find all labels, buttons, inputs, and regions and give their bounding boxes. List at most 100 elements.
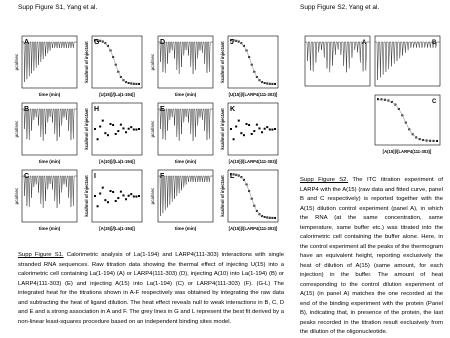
panel-frame xyxy=(21,169,78,223)
fit-line xyxy=(230,173,276,219)
data-point xyxy=(122,127,125,130)
data-point xyxy=(274,128,276,130)
data-point xyxy=(130,193,133,196)
axis-label: [A(10)]/[La(1-194)] xyxy=(99,159,135,164)
thermogram xyxy=(158,175,213,217)
panel-letter: B xyxy=(432,40,437,46)
panel-letter: G xyxy=(94,39,100,46)
data-point xyxy=(99,125,102,128)
panel-frame xyxy=(374,94,441,146)
data-point xyxy=(117,197,120,200)
panel-frame xyxy=(227,35,279,89)
data-point xyxy=(104,132,107,135)
thermogram xyxy=(158,108,213,141)
axis-label: [U(15)]/[La(1-194)] xyxy=(99,92,135,97)
data-point xyxy=(106,201,109,204)
data-point xyxy=(245,123,248,126)
axis-label: [A(15)]/[LARP4(111-303)] xyxy=(383,149,432,154)
data-point xyxy=(127,127,130,130)
panel-letter: K xyxy=(230,106,235,113)
axis-label: kcal/mol of injectant xyxy=(220,175,225,217)
data-point xyxy=(114,133,117,136)
header: Supp Figure S2, Yang et al. xyxy=(300,4,380,11)
panel-frame xyxy=(227,102,279,156)
caption: Supp Figure S1. Calorimetric analysis of… xyxy=(18,251,284,327)
panel-frame xyxy=(157,35,214,89)
axis-label: kcal/mol of injectant xyxy=(84,108,89,150)
thermogram xyxy=(158,41,213,74)
axis-label: kcal/mol of injectant xyxy=(220,41,225,83)
fit-line xyxy=(377,98,438,142)
axis-label: µcal/sec xyxy=(150,53,155,70)
data-point xyxy=(253,130,256,133)
data-point xyxy=(255,123,258,126)
axis-label: time (min) xyxy=(39,159,61,164)
data-point xyxy=(94,195,96,197)
data-point xyxy=(138,195,140,197)
axis-label: kcal/mol of injectant xyxy=(220,108,225,150)
panel-frame xyxy=(157,102,214,156)
data-point xyxy=(127,194,130,197)
thermogram xyxy=(375,41,440,81)
data-point xyxy=(130,126,133,129)
panel-letter: C xyxy=(432,99,437,105)
axis-label: time (min) xyxy=(39,92,61,97)
data-point xyxy=(101,119,104,122)
thermogram xyxy=(22,41,77,83)
caption-label: Supp Figure S1. xyxy=(18,252,64,258)
axis-label: kcal/mol of injectant xyxy=(84,175,89,217)
axis-label: time (min) xyxy=(175,92,197,97)
data-point xyxy=(101,186,104,189)
data-point xyxy=(232,138,235,141)
data-point xyxy=(248,124,251,127)
panel-letter: H xyxy=(94,106,99,113)
thermogram xyxy=(22,108,77,141)
data-point xyxy=(106,134,109,137)
axis-label: [A(15)]/[La(1-194)] xyxy=(99,226,135,231)
panel-frame xyxy=(91,102,143,156)
data-point xyxy=(125,198,128,201)
axis-label: kcal/mol of injectant xyxy=(84,41,89,83)
panel-frame xyxy=(227,169,279,223)
data-point xyxy=(109,190,112,193)
axis-label: [A(15)]/[LARP4(111-303)] xyxy=(229,226,278,231)
axis-label: µcal/sec xyxy=(14,187,19,204)
axis-label: [U(15)]/[LARP4(111-303)] xyxy=(229,92,278,97)
data-point xyxy=(122,194,125,197)
panel-frame xyxy=(91,35,143,89)
panel-frame xyxy=(157,169,214,223)
data-point xyxy=(237,119,240,122)
data-point xyxy=(271,128,274,131)
fit-line xyxy=(230,39,276,85)
data-point xyxy=(112,124,115,127)
caption-text: The ITC titration experiment of LARP4 wi… xyxy=(300,177,443,335)
data-point xyxy=(263,127,266,130)
data-point xyxy=(132,195,135,198)
caption: Supp Figure S2. The ITC titration experi… xyxy=(300,176,443,338)
data-point xyxy=(94,128,96,130)
data-point xyxy=(104,199,107,202)
data-point xyxy=(119,190,122,193)
axis-label: time (min) xyxy=(175,226,197,231)
panel-letter: L xyxy=(230,173,235,180)
panel-letter: A xyxy=(362,40,367,46)
data-point xyxy=(109,123,112,126)
data-point xyxy=(99,192,102,195)
axis-label: time (min) xyxy=(175,159,197,164)
data-point xyxy=(117,130,120,133)
thermogram xyxy=(22,175,77,208)
thermogram xyxy=(305,41,370,73)
data-point xyxy=(261,131,264,134)
axis-label: µcal/sec xyxy=(14,53,19,70)
panel-letter: I xyxy=(94,173,96,180)
panel-letter: J xyxy=(230,39,234,46)
data-point xyxy=(135,128,138,131)
data-point xyxy=(138,128,140,130)
axis-label: µcal/sec xyxy=(150,120,155,137)
data-point xyxy=(125,131,128,134)
panel-frame xyxy=(374,35,441,87)
data-point xyxy=(242,134,245,137)
data-point xyxy=(112,191,115,194)
